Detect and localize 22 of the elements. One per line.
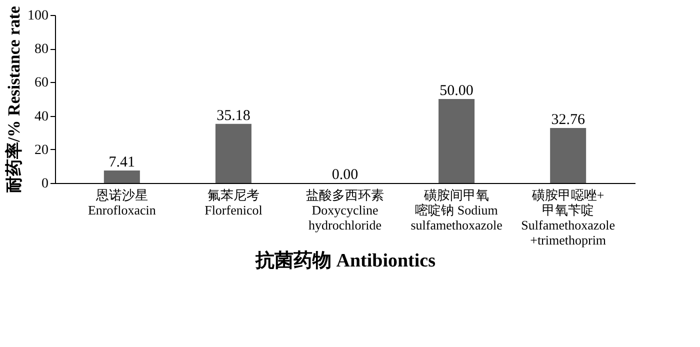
bar: [550, 128, 586, 183]
y-tick-label: 80: [34, 42, 48, 58]
data-label: 0.00: [332, 167, 358, 183]
bar: [215, 124, 252, 183]
x-tick-label: 磺胺甲噁唑+ 甲氧苄啶 Sulfamethoxazole +trimethoprim: [521, 188, 616, 248]
y-axis-title: 耐药率/% Resistance rate: [4, 6, 24, 193]
bar: [104, 170, 140, 183]
x-tick-label: 氟苯尼考 Florfenicol: [204, 188, 263, 218]
y-tick-label: 0: [42, 176, 48, 192]
y-tick-label: 40: [34, 109, 48, 124]
y-tick-label: 20: [34, 142, 48, 158]
y-tick-label: 100: [28, 8, 48, 24]
data-label: 32.76: [551, 112, 586, 128]
data-label: 35.18: [216, 108, 250, 124]
data-label: 50.00: [440, 83, 474, 99]
x-axis-title: 抗菌药物 Antibiontics: [254, 250, 436, 272]
data-label: 7.41: [108, 154, 136, 171]
x-tick-label: 盐酸多西环素 Doxycycline hydrochloride: [306, 188, 384, 232]
y-tick-label: 60: [34, 76, 48, 91]
x-tick-label: 恩诺沙星 Enrofloxacin: [88, 188, 156, 218]
x-tick-label: 磺胺间甲氧嘧啶钠 Sodium sulfamethoxazole: [410, 188, 503, 232]
bar: [438, 99, 475, 183]
